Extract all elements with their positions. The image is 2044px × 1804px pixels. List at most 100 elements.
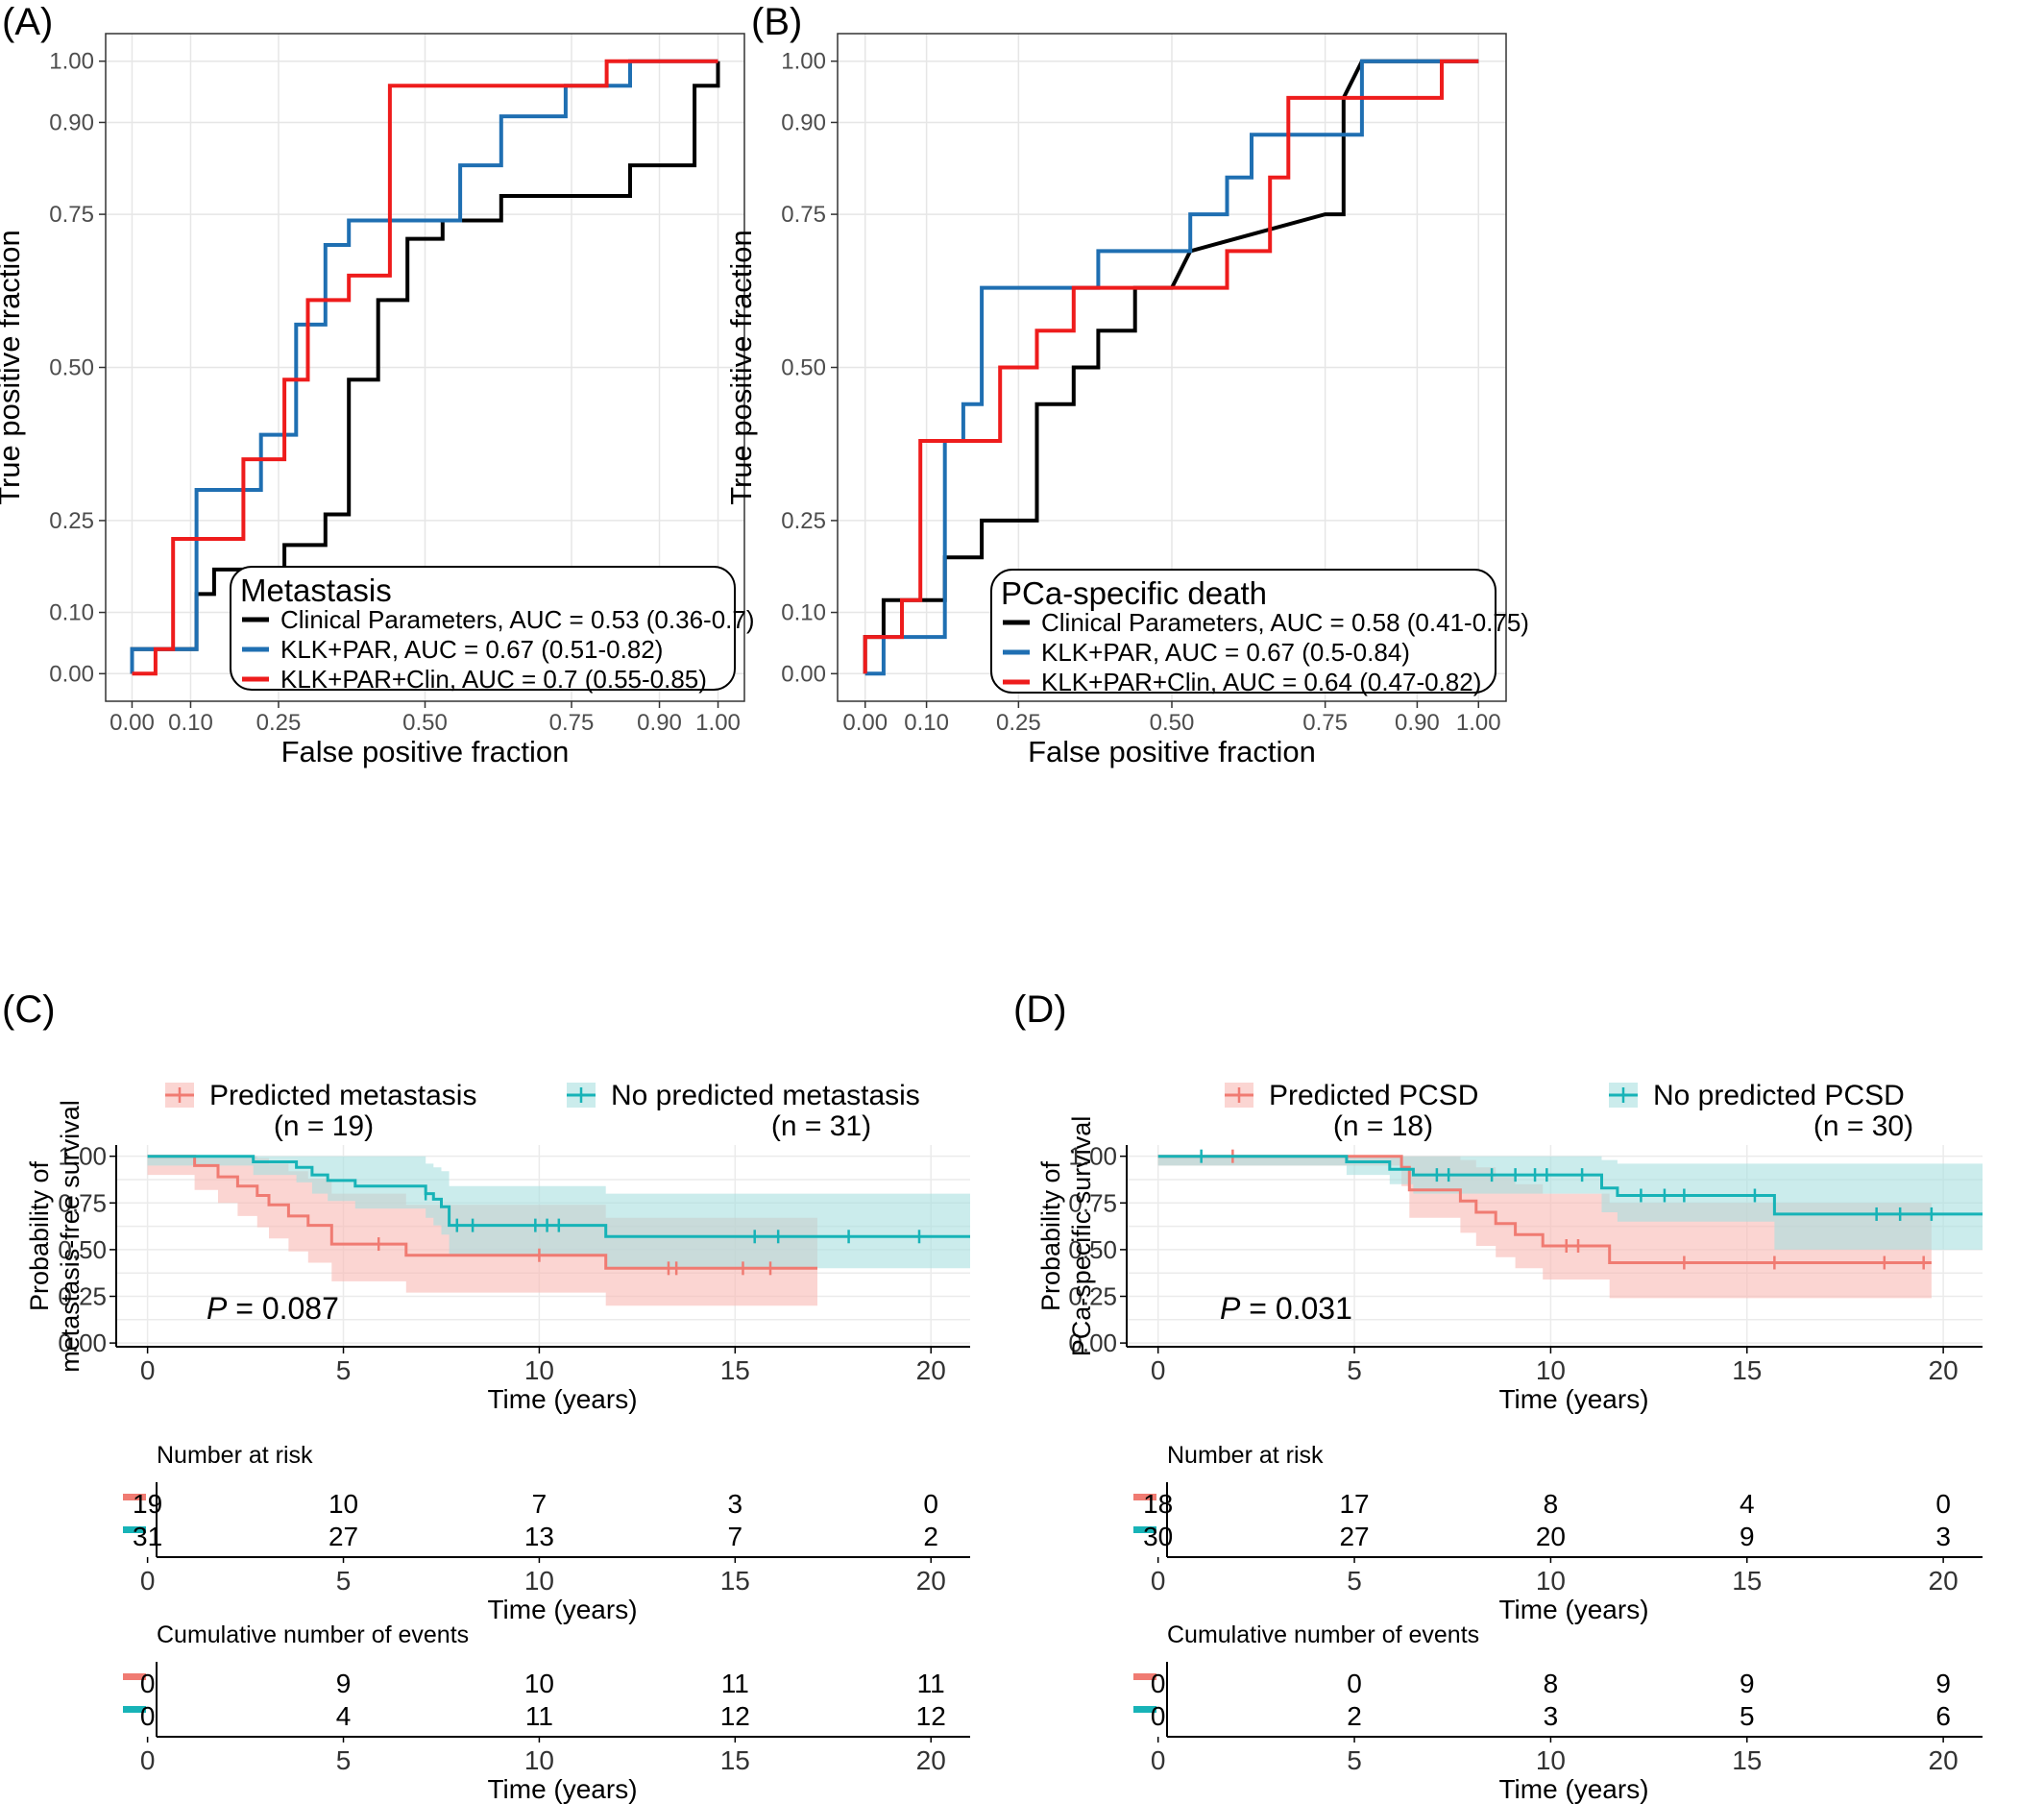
panel-letter: (B) — [751, 1, 802, 43]
x-tick-label: 0 — [1151, 1355, 1166, 1385]
y-tick-label: 0.50 — [781, 355, 826, 381]
y-axis-title: metastasis-free survival — [56, 1100, 85, 1373]
table-x-tick-label: 0 — [1151, 1745, 1166, 1775]
y-tick-label: 1.00 — [49, 49, 94, 75]
table-cell: 0 — [1151, 1701, 1166, 1731]
legend-label: No predicted metastasis — [611, 1080, 920, 1111]
table-x-tick-label: 15 — [1732, 1566, 1762, 1596]
table-cell: 2 — [923, 1522, 938, 1551]
table-cell: 20 — [1536, 1522, 1566, 1551]
x-tick-label: 1.00 — [1456, 710, 1501, 736]
table-cell: 0 — [140, 1701, 156, 1731]
table-x-tick-label: 20 — [1929, 1745, 1959, 1775]
y-tick-label: 0.25 — [1068, 1282, 1117, 1311]
y-tick-label: 0.75 — [1068, 1188, 1117, 1217]
survival-curve-predicted-metastasis — [147, 1155, 817, 1270]
p-value-text: = 0.031 — [1240, 1291, 1352, 1326]
table-x-tick-label: 5 — [336, 1566, 352, 1596]
y-axis-title: Probability of — [25, 1160, 54, 1311]
legend-box — [990, 569, 1496, 694]
legend-label: Predicted metastasis — [209, 1080, 476, 1111]
table-cell: 0 — [923, 1489, 938, 1519]
y-tick-label: 0.00 — [49, 661, 94, 687]
table-cell: 31 — [133, 1522, 162, 1551]
x-tick-label: 15 — [1732, 1355, 1762, 1385]
y-axis-title: True positive fraction — [0, 230, 26, 505]
panel-letter: (D) — [1013, 988, 1067, 1031]
x-tick-label: 0.10 — [168, 710, 213, 736]
survival-curve-no-predicted-pcsd — [1157, 1155, 1983, 1216]
y-tick-label: 0.50 — [49, 355, 94, 381]
table-row-key — [1133, 1494, 1156, 1500]
table-cell: 12 — [720, 1701, 750, 1731]
survival-curve-predicted-pcsd — [1157, 1155, 1932, 1264]
table-x-tick-label: 5 — [336, 1745, 352, 1775]
table-x-tick-label: 10 — [524, 1745, 554, 1775]
table-cell: 13 — [524, 1522, 554, 1551]
table-cell: 3 — [728, 1489, 743, 1519]
table-title: Number at risk — [157, 1442, 313, 1469]
legend-label: KLK+PAR, AUC = 0.67 (0.5-0.84) — [1041, 638, 1410, 667]
table-cell: 30 — [1143, 1522, 1173, 1551]
table-cell: 4 — [1740, 1489, 1755, 1519]
table-x-axis-title: Time (years) — [1498, 1595, 1648, 1624]
x-tick-label: 0.50 — [1150, 710, 1195, 736]
y-tick-label: 1.00 — [58, 1142, 107, 1171]
y-axis-title: PCa-specific survival — [1067, 1116, 1096, 1357]
y-tick-label: 1.00 — [781, 49, 826, 75]
x-tick-label: 20 — [916, 1355, 946, 1385]
x-tick-label: 5 — [1347, 1355, 1362, 1385]
x-tick-label: 0.10 — [904, 710, 949, 736]
confidence-band-no-predicted-metastasis — [147, 1156, 971, 1269]
table-cell: 3 — [1544, 1701, 1559, 1731]
table-x-tick-label: 0 — [140, 1745, 156, 1775]
table-cell: 27 — [328, 1522, 358, 1551]
p-value-symbol: P — [1220, 1291, 1241, 1326]
y-axis-title: True positive fraction — [724, 230, 758, 505]
roc-curve-klk-par-clin — [863, 59, 1479, 674]
legend-label: KLK+PAR, AUC = 0.67 (0.51-0.82) — [280, 635, 663, 664]
x-tick-label: 0.25 — [996, 710, 1041, 736]
legend-box — [230, 566, 736, 691]
table-cell: 12 — [916, 1701, 946, 1731]
table-x-tick-label: 20 — [916, 1566, 946, 1596]
table-cell: 17 — [1339, 1489, 1369, 1519]
p-value-text: = 0.087 — [227, 1291, 339, 1326]
legend-label: Clinical Parameters, AUC = 0.53 (0.36-0.… — [280, 605, 755, 634]
y-tick-label: 1.00 — [1068, 1142, 1117, 1171]
p-value-symbol: P — [207, 1291, 228, 1326]
table-x-tick-label: 15 — [720, 1566, 750, 1596]
table-cell: 9 — [1740, 1522, 1755, 1551]
legend-label: KLK+PAR+Clin, AUC = 0.7 (0.55-0.85) — [280, 665, 707, 694]
x-tick-label: 0.50 — [402, 710, 448, 736]
table-title: Cumulative number of events — [157, 1621, 469, 1648]
y-tick-label: 0.75 — [49, 202, 94, 228]
table-cell: 3 — [1935, 1522, 1951, 1551]
table-x-tick-label: 10 — [1536, 1745, 1566, 1775]
table-x-tick-label: 0 — [1151, 1566, 1166, 1596]
x-tick-label: 0.00 — [842, 710, 888, 736]
legend-label: No predicted PCSD — [1653, 1080, 1905, 1111]
x-tick-label: 15 — [720, 1355, 750, 1385]
y-tick-label: 0.90 — [781, 110, 826, 135]
table-row-key — [123, 1673, 146, 1680]
table-x-axis-title: Time (years) — [1498, 1774, 1648, 1804]
table-cell: 7 — [532, 1489, 548, 1519]
y-tick-label: 0.00 — [1068, 1329, 1117, 1357]
roc-curve-klk-par — [130, 59, 718, 674]
table-x-tick-label: 20 — [1929, 1566, 1959, 1596]
roc-curve-klk-par — [864, 59, 1479, 676]
y-tick-label: 0.50 — [1068, 1235, 1117, 1264]
table-row-key — [1133, 1673, 1156, 1680]
table-x-tick-label: 15 — [1732, 1745, 1762, 1775]
legend-label: KLK+PAR+Clin, AUC = 0.64 (0.47-0.82) — [1041, 668, 1481, 696]
x-tick-label: 0.75 — [1302, 710, 1348, 736]
legend-title: Metastasis — [240, 573, 392, 608]
